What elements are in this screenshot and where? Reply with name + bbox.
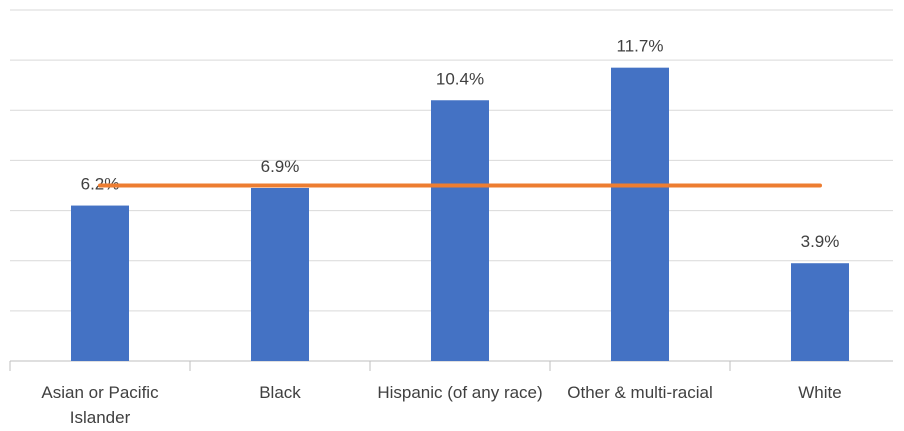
x-tick-label: Other & multi-racial: [567, 383, 713, 402]
x-tick-label: Asian or Pacific Islander: [41, 383, 159, 427]
x-tick-label: Black: [259, 383, 301, 402]
value-label: 6.9%: [261, 157, 300, 176]
bar: [71, 205, 129, 361]
value-label: 10.4%: [436, 69, 484, 88]
bar: [251, 188, 309, 361]
x-tick-label: Hispanic (of any race): [377, 383, 543, 402]
x-tick-label: White: [798, 383, 842, 402]
bar: [791, 263, 849, 361]
bar: [431, 100, 489, 361]
bar: [611, 67, 669, 362]
value-label: 11.7%: [617, 37, 664, 56]
value-label: 3.9%: [801, 232, 840, 251]
